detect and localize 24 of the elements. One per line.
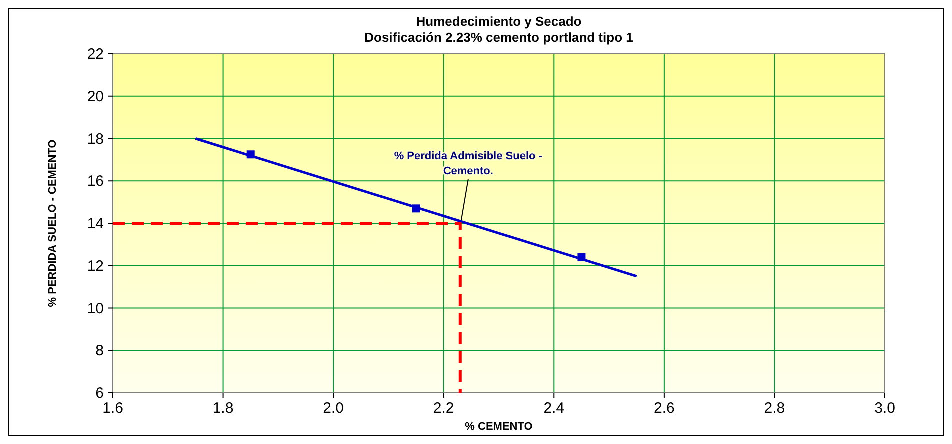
y-tick-label: 8 — [96, 342, 104, 360]
x-tick-label: 2.8 — [764, 400, 786, 417]
x-tick-label: 2.2 — [433, 400, 454, 417]
point — [246, 150, 255, 159]
y-axis-title: % PERDIDA SUELO - CEMENTO — [47, 139, 59, 308]
x-tick-label: 1.8 — [212, 400, 234, 417]
x-tick-label: 1.6 — [102, 400, 124, 417]
y-tick-label: 18 — [87, 130, 104, 148]
y-tick-label: 22 — [87, 46, 104, 63]
y-tick-label: 20 — [87, 88, 104, 106]
y-tick-label: 10 — [87, 300, 104, 318]
chart-title: Humedecimiento y Secado — [416, 14, 582, 29]
point — [412, 204, 420, 213]
x-axis-title: % CEMENTO — [465, 421, 534, 433]
x-tick-label: 2.0 — [323, 400, 344, 417]
y-tick-label: 6 — [96, 385, 104, 402]
x-tick-label: 2.6 — [654, 400, 675, 417]
point — [578, 253, 586, 262]
y-tick-label: 16 — [87, 173, 104, 190]
x-tick-label: 3.0 — [874, 400, 896, 417]
x-tick-label: 2.4 — [544, 400, 565, 417]
y-tick-label: 12 — [87, 258, 104, 275]
y-tick-label: 14 — [87, 216, 104, 232]
chart-subtitle: Dosificación 2.23% cemento portland tipo 1 — [364, 30, 634, 45]
